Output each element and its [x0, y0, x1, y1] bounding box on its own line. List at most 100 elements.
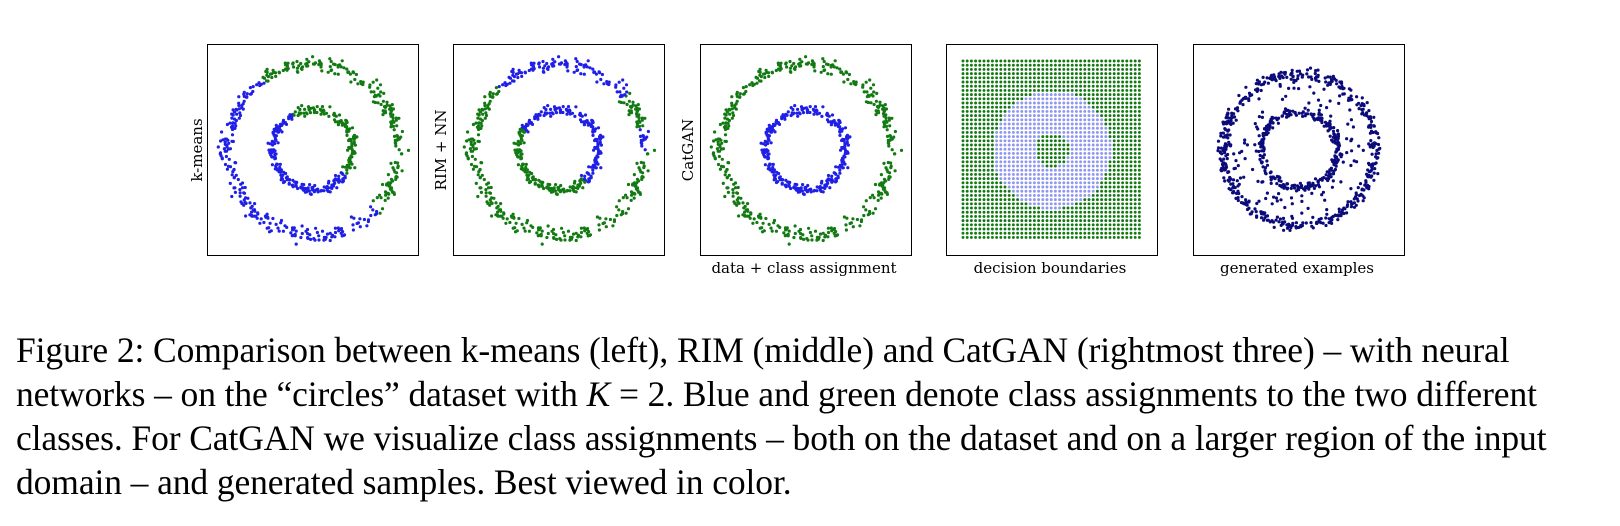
data-point	[1100, 206, 1104, 210]
data-point	[969, 214, 973, 218]
data-point	[974, 59, 978, 63]
data-point	[1100, 164, 1104, 168]
data-point	[626, 207, 631, 211]
data-point	[1032, 97, 1036, 101]
data-point	[573, 179, 577, 183]
data-point	[472, 138, 476, 142]
data-point	[1116, 214, 1120, 218]
data-point	[1351, 125, 1355, 129]
data-point	[1016, 151, 1020, 155]
data-point	[1053, 76, 1057, 80]
data-point	[758, 79, 762, 83]
data-point	[224, 154, 228, 159]
data-point	[641, 134, 645, 138]
data-point	[525, 178, 529, 182]
data-point	[1007, 210, 1011, 214]
data-point	[585, 65, 589, 69]
data-point	[974, 235, 978, 239]
data-point	[1116, 202, 1120, 206]
data-point	[1062, 164, 1066, 168]
data-point	[847, 72, 851, 77]
data-point	[978, 235, 982, 239]
data-point	[1003, 151, 1007, 155]
data-point	[1133, 101, 1137, 105]
data-point	[885, 120, 889, 124]
data-point	[352, 141, 356, 145]
data-point	[535, 231, 539, 235]
data-point	[1053, 105, 1057, 109]
data-point	[1045, 214, 1049, 218]
data-point	[1066, 231, 1070, 235]
data-point	[1041, 168, 1045, 172]
data-point	[1020, 164, 1024, 168]
data-point	[646, 152, 650, 156]
data-point	[780, 178, 785, 182]
data-point	[1037, 80, 1041, 84]
data-point	[641, 124, 645, 128]
data-point	[1237, 93, 1241, 98]
data-point	[1326, 75, 1330, 79]
data-point	[730, 116, 734, 120]
data-point	[483, 107, 487, 111]
data-point	[308, 111, 313, 115]
data-point	[1053, 80, 1057, 84]
data-point	[1104, 135, 1108, 139]
data-point	[1024, 118, 1028, 122]
data-point	[1298, 181, 1302, 185]
data-point	[544, 107, 548, 112]
data-point	[351, 223, 355, 227]
data-point	[1032, 118, 1036, 122]
data-point	[724, 139, 728, 144]
data-point	[1324, 80, 1328, 84]
data-point	[770, 126, 774, 130]
data-point	[1306, 108, 1310, 112]
data-point	[1058, 105, 1062, 109]
data-point	[1104, 185, 1108, 189]
data-point	[1074, 181, 1078, 185]
data-point	[1032, 76, 1036, 80]
data-point	[1020, 198, 1024, 202]
data-point	[287, 178, 292, 182]
data-point	[1041, 93, 1045, 97]
data-point	[264, 215, 268, 219]
data-point	[1066, 143, 1070, 147]
data-point	[1053, 72, 1057, 76]
data-point	[999, 223, 1003, 227]
data-point	[1058, 118, 1062, 122]
data-point	[1125, 210, 1129, 214]
data-point	[1020, 76, 1024, 80]
data-point	[1255, 214, 1259, 218]
data-point	[635, 125, 639, 129]
data-point	[251, 85, 255, 89]
data-point	[255, 216, 259, 220]
data-point	[1116, 105, 1120, 109]
data-point	[400, 169, 404, 173]
data-point	[1137, 130, 1141, 134]
data-point	[1238, 176, 1243, 180]
data-point	[1087, 67, 1091, 71]
data-point	[851, 225, 855, 229]
data-point	[1116, 109, 1120, 113]
data-point	[554, 111, 559, 115]
data-point	[1339, 214, 1343, 218]
data-point	[476, 173, 480, 177]
data-point	[1083, 223, 1087, 227]
data-point	[800, 107, 804, 111]
data-point	[1032, 126, 1036, 130]
data-point	[961, 231, 965, 235]
data-point	[501, 216, 505, 220]
data-point	[1129, 72, 1133, 76]
data-point	[271, 68, 275, 72]
data-point	[1278, 76, 1282, 80]
data-point	[1037, 185, 1041, 189]
data-point	[258, 83, 262, 88]
data-point	[1058, 198, 1062, 202]
data-point	[1137, 168, 1141, 172]
data-point	[1137, 67, 1141, 71]
data-point	[1308, 66, 1313, 70]
data-point	[1074, 198, 1078, 202]
data-point	[233, 121, 237, 125]
data-point	[826, 230, 831, 235]
data-point	[1045, 143, 1049, 147]
data-point	[1125, 67, 1129, 71]
